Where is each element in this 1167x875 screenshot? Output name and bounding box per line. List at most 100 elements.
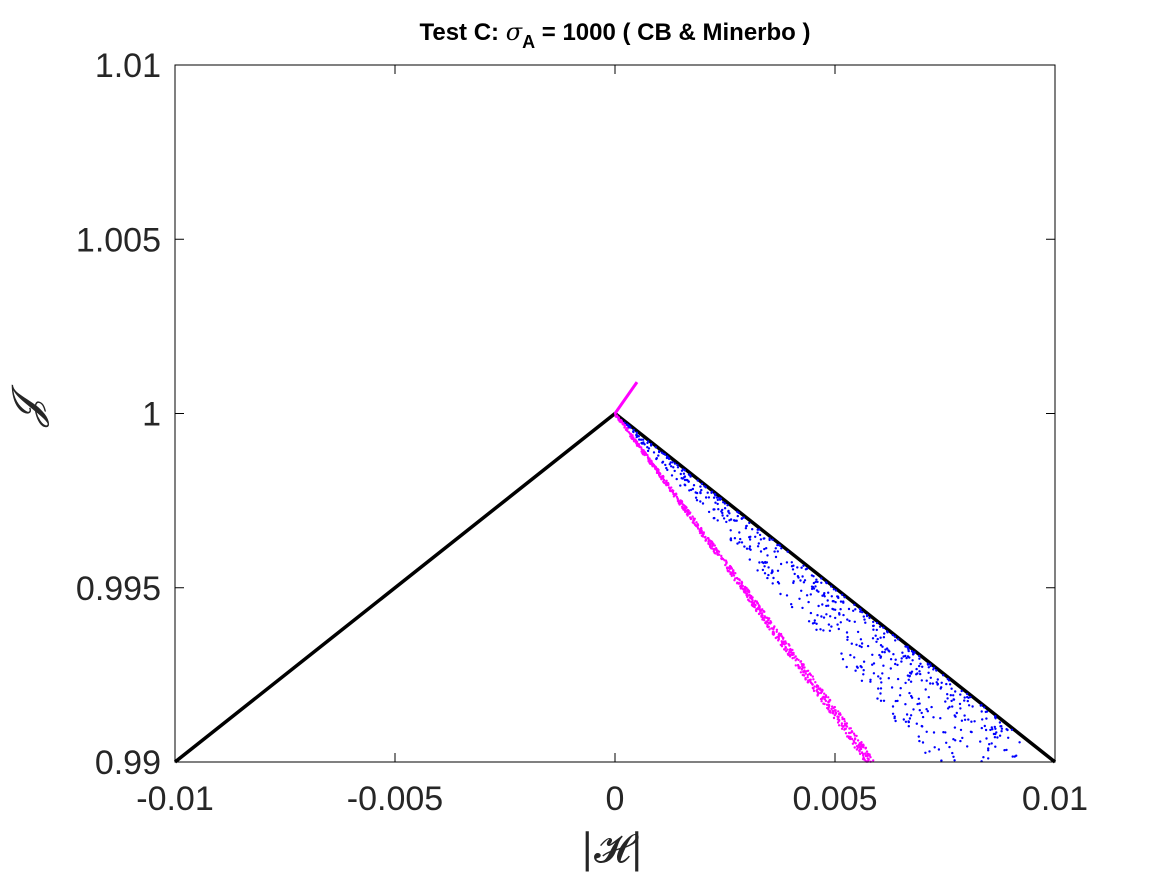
scatter-point bbox=[848, 619, 851, 623]
scatter-point bbox=[674, 492, 677, 496]
scatter-point bbox=[807, 679, 810, 682]
scatter-point bbox=[803, 579, 807, 582]
scatter-point bbox=[804, 672, 807, 675]
scatter-point bbox=[811, 686, 814, 690]
scatter-point bbox=[862, 673, 865, 676]
scatter-point bbox=[864, 746, 868, 749]
scatter-point bbox=[729, 537, 733, 540]
scatter-point bbox=[879, 644, 883, 647]
scatter-point bbox=[940, 759, 943, 762]
scatter-point bbox=[718, 498, 722, 501]
scatter-point bbox=[801, 666, 804, 669]
scatter-point bbox=[944, 700, 947, 703]
scatter-point bbox=[765, 561, 769, 564]
scatter-point bbox=[736, 514, 739, 518]
scatter-point bbox=[831, 600, 834, 603]
scatter-point bbox=[684, 509, 687, 512]
scatter-point bbox=[753, 601, 756, 604]
scatter-point bbox=[918, 702, 921, 705]
scatter-point bbox=[670, 465, 673, 468]
scatter-point bbox=[797, 666, 800, 670]
scatter-point bbox=[716, 498, 719, 502]
scatter-point bbox=[646, 449, 650, 453]
scatter-point bbox=[740, 517, 743, 520]
scatter-point bbox=[836, 718, 839, 721]
scatter-point bbox=[887, 677, 890, 680]
scatter-point bbox=[760, 614, 763, 618]
data-marks bbox=[173, 381, 1057, 764]
scatter-point bbox=[688, 489, 691, 492]
scatter-point bbox=[696, 479, 699, 482]
scatter-point bbox=[824, 694, 828, 697]
scatter-point bbox=[1007, 736, 1010, 739]
scatter-point bbox=[833, 705, 836, 709]
scatter-point bbox=[642, 449, 645, 452]
scatter-point bbox=[696, 525, 699, 529]
scatter-point bbox=[908, 717, 912, 720]
scatter-point bbox=[661, 477, 665, 480]
scatter-point bbox=[990, 726, 993, 729]
scatter-point bbox=[878, 653, 881, 657]
scatter-point bbox=[638, 438, 641, 441]
scatter-point bbox=[788, 644, 791, 647]
scatter-point bbox=[676, 466, 680, 469]
scatter-point bbox=[647, 440, 650, 443]
scatter-point bbox=[960, 719, 964, 722]
title-prefix: Test C: bbox=[419, 19, 505, 46]
scatter-point bbox=[763, 619, 766, 622]
scatter-point bbox=[742, 516, 745, 519]
scatter-point bbox=[896, 663, 899, 667]
scatter-point bbox=[771, 632, 774, 636]
scatter-point bbox=[808, 672, 812, 675]
scatter-point bbox=[919, 662, 922, 665]
scatter-point bbox=[753, 603, 757, 606]
x-axis-label: |𝓗| bbox=[580, 826, 643, 872]
scatter-point bbox=[673, 469, 676, 473]
scatter-point bbox=[786, 648, 789, 651]
scatter-point bbox=[860, 642, 864, 645]
scatter-point bbox=[699, 500, 702, 503]
scatter-point bbox=[738, 541, 741, 544]
scatter-point bbox=[814, 580, 817, 584]
scatter-point bbox=[981, 718, 984, 721]
scatter-point bbox=[885, 630, 889, 633]
scatter-point bbox=[816, 614, 819, 617]
scatter-point bbox=[635, 431, 638, 434]
scatter-point bbox=[882, 636, 886, 639]
scatter-point bbox=[696, 523, 700, 527]
scatter-point bbox=[816, 693, 819, 696]
scatter-point bbox=[760, 612, 764, 615]
scatter-point bbox=[1010, 728, 1014, 731]
scatter-point bbox=[993, 736, 997, 739]
title-symbol: σ bbox=[506, 18, 523, 46]
scatter-point bbox=[817, 687, 821, 690]
scatter-point bbox=[700, 527, 703, 531]
scatter-point bbox=[963, 718, 967, 721]
scatter-point bbox=[700, 482, 704, 485]
scatter-point bbox=[676, 497, 679, 500]
scatter-point bbox=[921, 665, 924, 668]
scatter-point bbox=[758, 533, 762, 537]
scatter-point bbox=[837, 724, 841, 727]
scatter-point bbox=[966, 745, 969, 748]
scatter-point bbox=[768, 538, 771, 542]
scatter-point bbox=[712, 508, 715, 511]
scatter-point bbox=[836, 721, 840, 724]
scatter-point bbox=[847, 607, 851, 611]
scatter-point bbox=[1000, 725, 1003, 728]
scatter-point bbox=[894, 662, 897, 666]
scatter-point bbox=[846, 618, 849, 621]
scatter-point bbox=[665, 483, 668, 486]
scatter-point bbox=[756, 545, 760, 548]
scatter-point bbox=[637, 435, 640, 438]
scatter-point bbox=[832, 716, 836, 720]
scatter-point bbox=[989, 728, 992, 732]
scatter-point bbox=[946, 693, 949, 696]
scatter-point bbox=[815, 622, 818, 625]
scatter-point bbox=[733, 537, 737, 540]
scatter-point bbox=[798, 597, 801, 600]
scatter-point bbox=[736, 542, 739, 545]
scatter-point bbox=[755, 609, 758, 613]
scatter-point bbox=[640, 448, 643, 451]
scatter-point bbox=[727, 510, 730, 513]
